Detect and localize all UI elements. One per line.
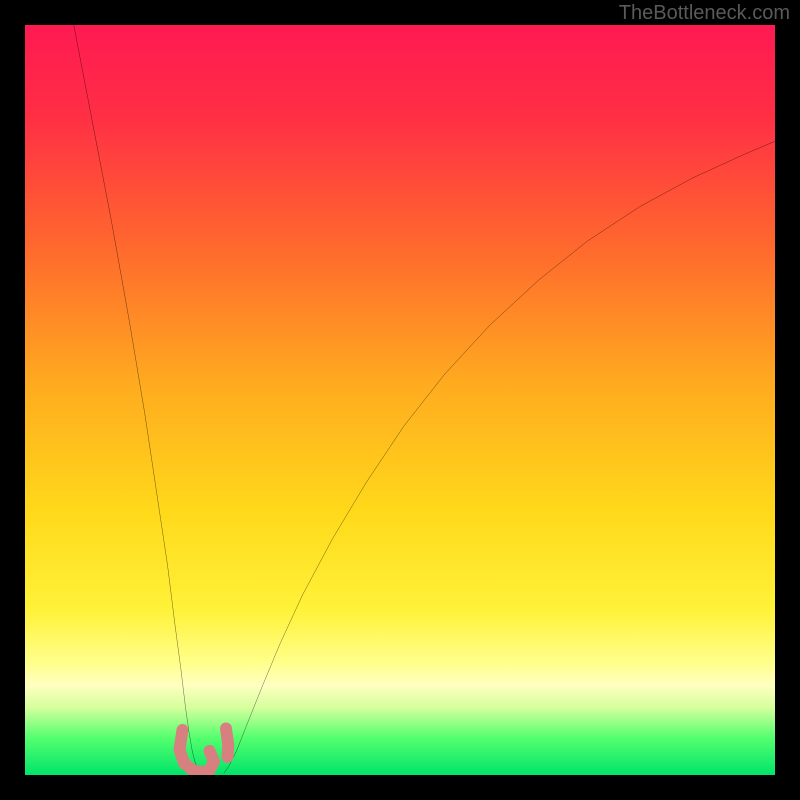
curve-right <box>224 141 775 773</box>
watermark-text: TheBottleneck.com <box>619 2 790 25</box>
plot-area <box>25 25 775 775</box>
chart-root: TheBottleneck.com <box>0 0 800 800</box>
curve-left <box>74 25 202 774</box>
marker-right-dots <box>226 729 228 758</box>
marker-left-squiggle <box>180 730 215 772</box>
curve-layer <box>25 25 775 775</box>
